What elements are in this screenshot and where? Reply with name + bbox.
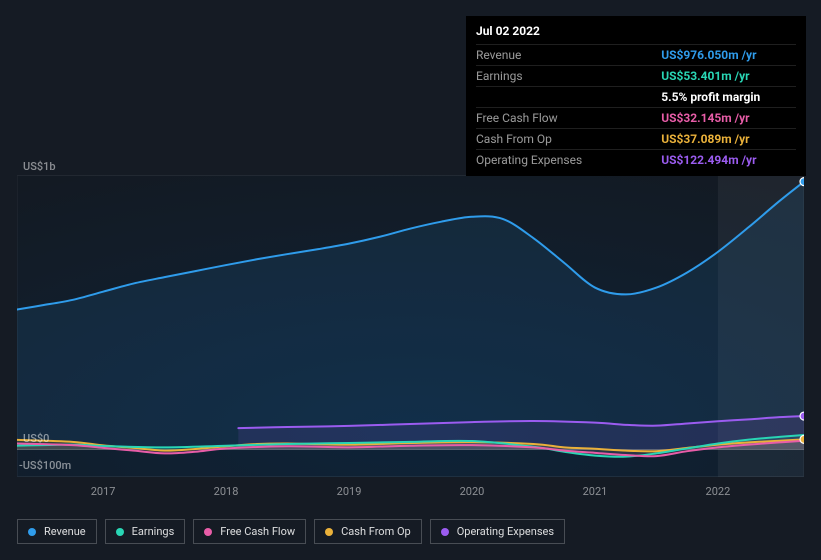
y-axis-label: US$1b [23,160,56,173]
tooltip-unit: /yr [739,48,757,62]
x-axis-label: 2021 [583,485,608,498]
tooltip-value: US$53.401m /yr [661,66,796,87]
tooltip-unit: /yr [732,69,750,83]
tooltip-value: 5.5% profit margin [661,87,796,108]
legend-dot-icon [325,528,333,536]
tooltip-label: Cash From Op [476,129,661,150]
x-axis-label: 2017 [91,485,116,498]
tooltip-date: Jul 02 2022 [476,24,796,44]
x-axis-label: 2022 [706,485,731,498]
x-axis-label: 2020 [460,485,485,498]
x-axis-label: 2019 [337,485,362,498]
legend-dot-icon [28,528,36,536]
tooltip-label: Earnings [476,66,661,87]
data-tooltip: Jul 02 2022 RevenueUS$976.050m /yrEarnin… [466,16,806,176]
tooltip-value: US$976.050m /yr [661,45,796,66]
tooltip-unit: profit margin [687,90,760,104]
legend-item[interactable]: Revenue [17,519,97,544]
legend-label: Cash From Op [341,525,411,538]
legend-label: Revenue [44,525,86,538]
legend-label: Operating Expenses [457,525,554,538]
y-axis-label: -US$100m [19,459,71,472]
legend-item[interactable]: Earnings [105,519,186,544]
y-axis-label: US$0 [23,432,49,445]
tooltip-label: Revenue [476,45,661,66]
tooltip-value: US$37.089m /yr [661,129,796,150]
legend-item[interactable]: Cash From Op [314,519,422,544]
legend-item[interactable]: Operating Expenses [430,519,565,544]
tooltip-label: Free Cash Flow [476,108,661,129]
financials-chart[interactable] [17,175,804,477]
legend-label: Free Cash Flow [220,525,295,538]
tooltip-unit: /yr [732,132,750,146]
tooltip-label: Operating Expenses [476,150,661,171]
legend-dot-icon [116,528,124,536]
tooltip-unit: /yr [732,111,750,125]
legend-dot-icon [204,528,212,536]
tooltip-label [476,87,661,108]
legend-label: Earnings [132,525,175,538]
tooltip-table: RevenueUS$976.050m /yrEarningsUS$53.401m… [476,44,796,170]
legend-dot-icon [441,528,449,536]
x-axis-label: 2018 [214,485,239,498]
legend-item[interactable]: Free Cash Flow [193,519,306,544]
tooltip-unit: /yr [739,153,757,167]
tooltip-value: US$32.145m /yr [661,108,796,129]
tooltip-value: US$122.494m /yr [661,150,796,171]
chart-legend: Revenue Earnings Free Cash Flow Cash From O… [17,519,565,544]
